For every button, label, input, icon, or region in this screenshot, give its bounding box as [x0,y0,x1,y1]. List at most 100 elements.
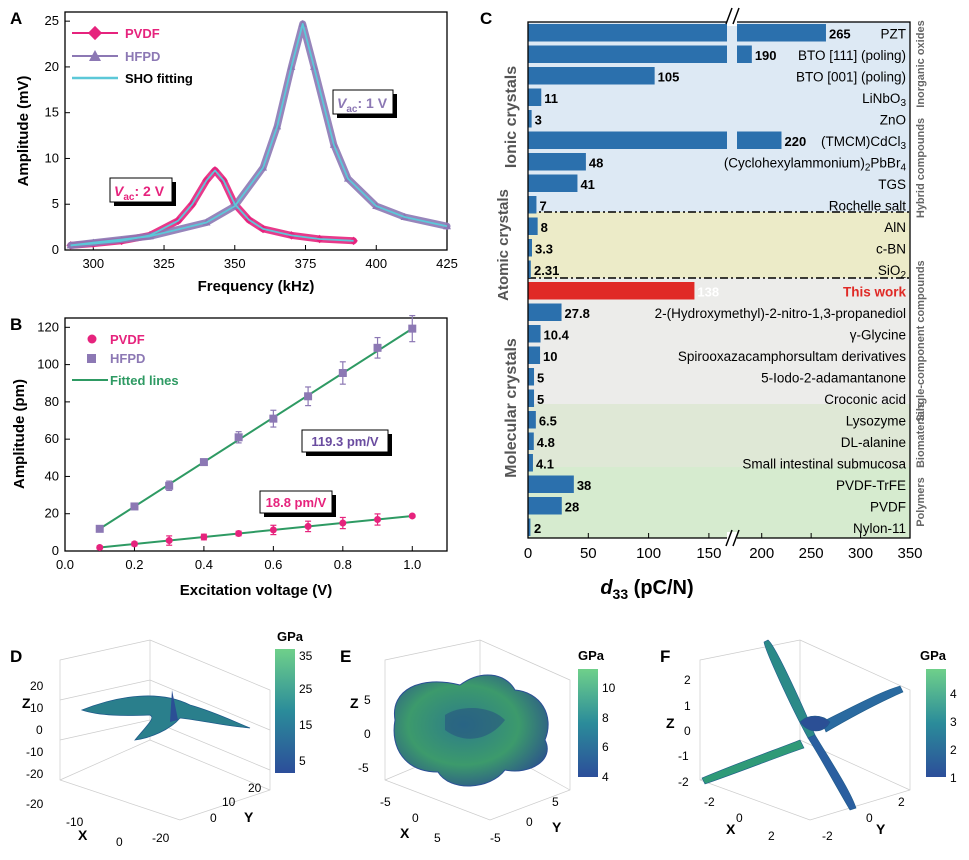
bar-segment-break-1 [737,45,752,63]
svg-text:0: 0 [684,724,691,738]
point-pvdf [349,236,358,246]
b-ytick-label: 100 [37,357,59,372]
panel-e-x-ticks: -5 0 5 [380,795,441,845]
legend-pvdf-marker [87,25,103,41]
panel-e-surface-shade [445,708,505,739]
panel-c-letter: C [480,9,492,28]
a-ytick-label: 5 [52,196,59,211]
svg-text:25: 25 [299,682,313,696]
panel-b-annot-hfpd: 119.3 pm/V [301,429,392,456]
svg-text:-20: -20 [26,767,44,781]
a-ytick-label: 25 [45,13,59,28]
series-sho-fitting-1 [70,23,448,247]
point-hfpd [338,368,347,377]
bar-category-label: ZnO [880,113,906,128]
c-xtick-label: 300 [848,545,873,562]
b-xtick-label: 0.0 [56,557,74,572]
svg-text:-2: -2 [822,829,833,843]
panel-e-x-axis: X [400,825,410,841]
panel-a-ylabel: Amplitude (mV) [15,76,32,187]
b-ytick-label: 120 [37,319,59,334]
point-pvdf [130,540,138,548]
a-xtick-label: 425 [436,256,458,271]
bar-2 [528,67,655,85]
slope-pvdf-text: 18.8 pm/V [266,495,327,510]
panel-a-xlabel: Frequency (kHz) [198,278,315,295]
svg-text:5: 5 [552,795,559,809]
svg-text:0: 0 [210,811,217,825]
axis-break-marks [725,7,740,548]
group-atomic-label: Atomic crystals [495,189,512,301]
panel-b-ylabel: Amplitude (pm) [11,379,28,489]
axis-break-bottom-1 [725,529,733,547]
b-ytick-label: 20 [45,506,59,521]
svg-text:-2: -2 [678,775,689,789]
b-ytick-label: 0 [52,543,59,558]
sub-poly-label: Polymers [915,477,927,527]
bar-value-label: 105 [658,70,680,85]
panel-d-z-ticks: 20 10 0 -10 -20 [26,679,44,781]
bar-segment-5 [528,131,727,149]
bar-category-label: Croconic acid [824,392,906,407]
bar-segment-break-0 [737,24,826,42]
b-ytick-label: 60 [45,431,59,446]
b-xtick-label: 1.0 [403,557,421,572]
point-hfpd [234,433,243,442]
legend-pvdf-label: PVDF [125,26,160,41]
panel-d-colorbar-ticks: 35 25 15 5 [299,649,313,768]
bar-category-label: This work [843,285,907,300]
svg-text:0: 0 [526,815,533,829]
fitted-line-0 [99,514,413,549]
svg-text:2: 2 [768,829,775,843]
point-hfpd [269,414,278,423]
panel-b-annot-pvdf: 18.8 pm/V [259,490,336,517]
panel-e-colorbar [578,669,598,777]
panel-a: A 300 325 350 375 400 425 0 5 10 15 20 25 Amplitude… [10,9,458,295]
svg-text:1: 1 [950,771,957,785]
axis-break-top-1 [725,7,733,25]
panel-e-z-ticks: 5 0 -5 [358,693,371,775]
bar-15 [528,346,541,364]
point-pvdf [200,533,208,541]
bar-22 [528,497,562,515]
bar-value-label: 27.8 [565,306,590,321]
bar-3 [528,88,542,106]
svg-text:4: 4 [602,770,609,784]
a-ytick-label: 15 [45,105,59,120]
group-molecular-label: Molecular crystals [503,338,520,478]
bar-4 [528,110,532,128]
slope-hfpd-text: 119.3 pm/V [311,434,379,449]
panel-f-z-axis: Z [666,715,675,731]
group-ionic-label: Ionic crystals [503,66,520,168]
bar-17 [528,389,535,407]
annot-hfpd-box [332,89,394,115]
bar-value-label: 7 [539,199,546,214]
point-hfpd [373,343,382,352]
panel-e-colorbar-unit: GPa [578,648,605,663]
svg-text:6: 6 [602,740,609,754]
bar-value-label: 4.1 [536,457,554,472]
bar-value-label: 28 [565,500,579,515]
bar-category-label: AlN [884,220,906,235]
svg-text:8: 8 [602,711,609,725]
panel-a-frame [64,11,448,251]
legend-hfpd-label: HFPD [125,49,160,64]
a-xtick-label: 350 [224,256,246,271]
panel-a-series [66,19,451,250]
bar-category-label: LiNbO3 [862,91,906,109]
svg-text:-20: -20 [152,831,170,845]
bar-11 [528,260,531,278]
panel-a-annot-hfpd: Vac: 1 V [332,89,397,118]
svg-text:0: 0 [412,811,419,825]
bar-13 [528,303,562,321]
bar-value-label: 10 [543,349,557,364]
c-xtick-label: 0 [524,545,532,562]
svg-text:-2: -2 [704,795,715,809]
c-xtick-label: 150 [696,545,721,562]
a-xtick-label: 375 [295,256,317,271]
bar-segment-break-5 [737,131,782,149]
bar-category-label: PVDF [870,500,906,515]
point-hfpd [130,502,139,511]
